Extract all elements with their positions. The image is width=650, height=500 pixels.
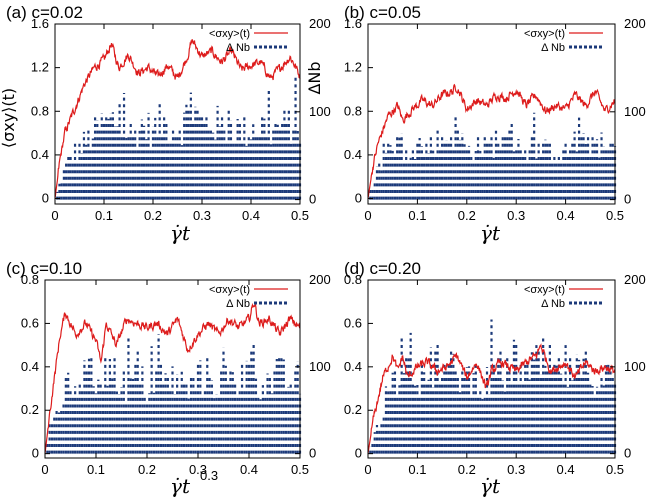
panel-a-x-label: γ̇t [170,221,191,245]
panel-c-title: (c) c=0.10 [6,259,82,278]
panel-b-y-tick-label: 0 [355,191,362,206]
panel-d-x-tick-label: 0.4 [557,462,575,477]
panel-b-right-tick-label: 0 [624,192,631,207]
panel-d-right-tick-label: 200 [624,272,646,287]
panel-b-x-tick-label: 0.5 [606,208,624,223]
panel-b-title: (b) c=0.05 [344,3,421,22]
panel-c: (c) c=0.10 γ̇t 0.3 0 0.1 0.2 0.3 0.4 0.500.20… [6,259,331,498]
panel-a-left-y-label: ⟨σxy⟩(t) [0,88,18,148]
panel-c-y-tick-label: 0 [32,446,39,461]
panel-b-legend-stress-label: <σxy>(t) [524,28,565,40]
panel-d: (d) c=0.20 γ̇t 0 0.1 0.2 0.3 0.4 0.500.20.40.… [344,259,646,498]
panel-c-x-tick-label: 0 [41,462,48,477]
panel-c-x-tick-label: 0.3 [189,462,207,477]
panel-a-legend-bond-label: Δ Nb [226,42,250,54]
panel-c-right-tick-label: 100 [309,359,331,374]
panel-c-y-tick-label: 0.4 [21,359,39,374]
panel-a-y-tick-label: 0.8 [31,103,49,118]
panel-a-x-tick-label: 0.2 [144,208,162,223]
panel-a-y-tick-label: 0.4 [31,147,49,162]
panel-d-x-tick-label: 0 [364,462,371,477]
panel-a-bond-series [56,75,302,200]
panel-a-y-tick-label: 1.2 [31,60,49,75]
panel-a-right-tick-label: 100 [309,104,331,119]
panel-b-right-tick-label: 200 [624,16,646,31]
panel-c-y-tick-label: 0.6 [21,315,39,330]
panel-b-x-tick-label: 0.4 [557,208,575,223]
panel-d-x-tick-label: 0.1 [408,462,426,477]
panel-a-x-tick-label: 0.4 [242,208,260,223]
panel-a: (a) c=0.02 ⟨σxy⟩(t) ΔNb γ̇t 0 0.1 0.2 0.3 0.… [0,3,331,245]
panel-a-stress-line [54,39,301,199]
panel-d-y-tick-label: 0.2 [344,402,362,417]
panel-a-right-tick-label: 200 [309,16,331,31]
panel-a-y-tick-label: 0 [42,191,49,206]
panel-b-x-tick-label: 0.2 [458,208,476,223]
panel-d-y-tick-label: 0.4 [344,359,362,374]
panel-b: (b) c=0.05 γ̇t 0 0.1 0.2 0.3 0.4 0.500.40.81.… [344,3,646,245]
panel-b-y-tick-label: 1.2 [344,60,362,75]
panel-c-y-tick-label: 0.2 [21,402,39,417]
panel-a-x-tick-label: 0.1 [95,208,113,223]
panel-c-legend-stress-label: <σxy>(t) [209,284,250,296]
panel-d-y-tick-label: 0.6 [344,315,362,330]
panel-a-title: (a) c=0.02 [6,3,83,22]
panel-d-right-tick-label: 100 [624,359,646,374]
panel-c-x-tick-label: 0.2 [138,462,156,477]
panel-d-right-tick-label: 0 [624,446,631,461]
panel-a-x-tick-label: 0.3 [193,208,211,223]
panel-d-x-tick-label: 0.3 [507,462,525,477]
panel-d-legend-bond-label: Δ Nb [541,298,565,310]
panel-b-frame [367,23,616,205]
panel-c-x-label: γ̇t [170,474,191,498]
panel-b-x-tick-label: 0.1 [408,208,426,223]
panel-c-right-tick-label: 200 [309,272,331,287]
panel-c-y-tick-label: 0.8 [21,272,39,287]
panel-a-x-tick-label: 0.5 [291,208,309,223]
panel-b-bond-series [369,112,617,200]
panel-d-stress-line [367,343,616,454]
panel-c-x-tick-label: 0.4 [240,462,258,477]
panel-b-x-label: γ̇t [480,221,501,245]
panel-b-right-tick-label: 100 [624,104,646,119]
panel-c-stray-label: 0.3 [200,468,218,483]
panel-a-legend-stress-label: <σxy>(t) [209,28,250,40]
panel-b-y-tick-label: 0.8 [344,103,362,118]
panel-c-stress-line [44,302,301,454]
panel-a-right-y-label: ΔNb [305,61,324,94]
panel-d-y-tick-label: 0 [355,446,362,461]
panel-d-bond-series [369,319,617,454]
panel-a-x-tick-label: 0 [51,208,58,223]
panel-c-legend-bond-label: Δ Nb [226,298,250,310]
panel-b-x-tick-label: 0 [364,208,371,223]
panel-b-legend-bond-label: Δ Nb [541,42,565,54]
panel-b-x-tick-label: 0.3 [507,208,525,223]
panel-d-y-tick-label: 0.8 [344,272,362,287]
panel-a-frame [54,23,301,205]
panel-d-frame [367,279,616,459]
panel-b-stress-line [367,83,616,199]
panel-d-legend-stress-label: <σxy>(t) [524,284,565,296]
panel-d-x-tick-label: 0.2 [458,462,476,477]
panel-b-y-tick-label: 1.6 [344,16,362,31]
panel-b-y-tick-label: 0.4 [344,147,362,162]
panel-c-bond-series [46,334,302,454]
panel-a-right-tick-label: 0 [309,192,316,207]
panel-c-right-tick-label: 0 [309,446,316,461]
panel-c-x-tick-label: 0.5 [291,462,309,477]
panel-c-frame [44,279,301,459]
panel-a-y-tick-label: 1.6 [31,16,49,31]
panel-d-x-label: γ̇t [480,474,501,498]
panel-d-x-tick-label: 0.5 [606,462,624,477]
panel-c-x-tick-label: 0.1 [87,462,105,477]
panel-d-title: (d) c=0.20 [344,259,421,278]
